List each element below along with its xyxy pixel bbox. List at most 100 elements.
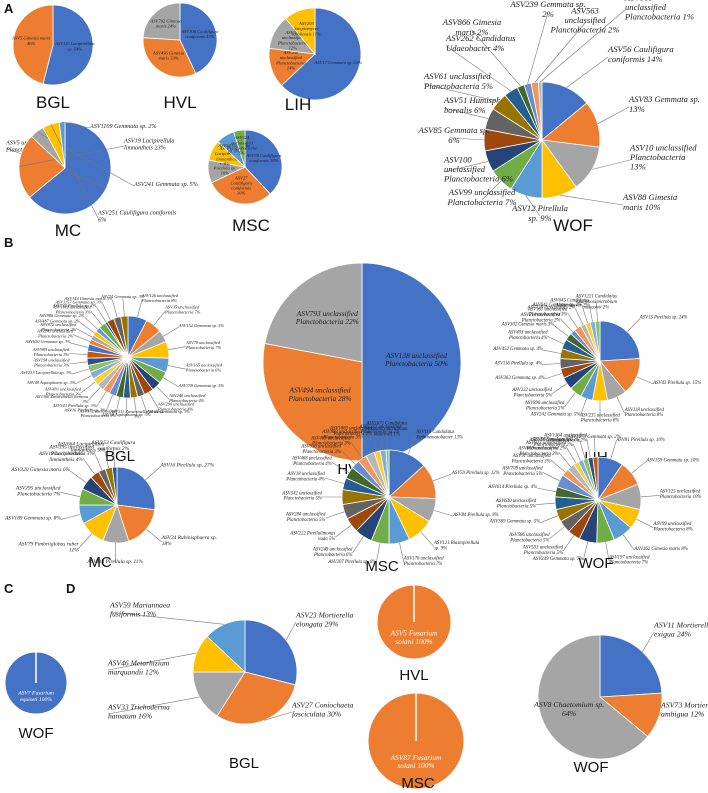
- pie-label-asv125-unclassified-planctobacteria: ASV125 unclassified Planctobacteria 10%: [659, 490, 702, 501]
- pie-label-asv986-gemmata-sp: ASV986 Gemmata sp. 2%: [38, 313, 85, 318]
- pie-label-asv923-unclassified-planctobacteria: ASV923 unclassified Planctobacteria 2%: [525, 441, 567, 452]
- pie-label-asv194-unclassified-planctobacteria: ASV194 unclassified Planctobacteria 3%: [32, 358, 70, 368]
- leader-line: [399, 542, 405, 563]
- pie-slice-asv793-unclassified-planctobacteria: [264, 262, 363, 363]
- leader-line: [87, 387, 101, 401]
- pie-label-asv23-mortierella-elongata: ASV23 Mortierella elongata 29%: [295, 611, 353, 629]
- pie-label-asv293-streptomyces-lasaliensis: ASV293 Streptomyces lasaliensis 11%: [292, 21, 321, 36]
- chart-title-d-bgl: BGL: [229, 755, 259, 772]
- pie-label-asv533-unclassified-planctobacteria: ASV533 unclassified Planctobacteria 5%: [522, 546, 564, 557]
- pie-label-asv35-unclassified-planctobacteria: ASV35 unclassified Planctobacteria 7%: [164, 305, 201, 315]
- pie-label-asv18-aquisphaera-sp: ASV18 Aquisphaera sp. 3%: [101, 412, 151, 417]
- leader-line: [623, 534, 635, 551]
- pie-label-asv21-gemmata-sp: ASV21 Gemmata sp. 3%: [146, 409, 191, 414]
- pie-label-asv54-gemmata-sp: ASV54 Gemmata sp. 8%: [217, 143, 250, 153]
- pie-b-bgl: ASV126 unclassified Planctobacteria 8%ASV…: [20, 293, 225, 465]
- pie-label-asv88-gimesia-maris: ASV88 Gimesia maris 10%: [622, 192, 677, 212]
- pie-label-asv16-pirellula-sp: ASV16 Pirellula sp. 3%: [63, 408, 106, 413]
- leader-line: [380, 430, 384, 451]
- pie-label-asv645-candidatus-udaeobacter: ASV645 Candidatus Udaeobacter 2%: [549, 298, 589, 308]
- chart-title-a-lih: LIH: [285, 95, 311, 114]
- leader-line: [542, 472, 560, 482]
- pie-label-asv241-gemmata-sp: ASV241 Gemmata sp. 5%: [133, 181, 198, 188]
- leader-line: [104, 448, 109, 468]
- chart-title-b-bgl: BGL: [105, 448, 135, 465]
- pie-label-asv100-unclassified-planctobacteria: ASV100 unclassified Planctobacteria 6%: [443, 154, 513, 183]
- leader-line: [540, 515, 559, 523]
- pie-label-asv249-gemmata-sp: ASV249 Gemmata sp. 7%: [532, 557, 584, 562]
- leader-line: [69, 353, 88, 355]
- pie-label-asv73-mortierella-ambigua: ASV73 Mortierellaambigua 12%: [660, 701, 708, 719]
- leader-line: [264, 711, 293, 721]
- chart-title-a-bgl: BGL: [36, 93, 70, 112]
- pie-label-asv18-unclassified-planctobacteria: ASV18 unclassified Planctobacteria 4%: [285, 472, 325, 482]
- leader-line: [540, 9, 626, 83]
- leader-line: [148, 392, 159, 408]
- leader-line: [325, 511, 345, 519]
- pie-slice-asv11-mortierella-exigua: [599, 634, 663, 698]
- leader-line: [107, 696, 200, 715]
- pie-label-asv728-pirellula-sp: ASV728 Pirellula sp. 2%: [527, 306, 576, 311]
- pie-label-asv162-gimesia-maris: ASV162 Gimesia maris 8%: [633, 547, 687, 552]
- pie-label-asv636-unclassified-planctobacteria: ASV636 unclassified Planctobacteria 3%: [300, 445, 341, 455]
- pie-b-wof: ASV81 Pirellula sp. 10% ASV159 Gemmata sp…: [487, 433, 701, 572]
- leader-line: [70, 342, 89, 348]
- pie-label-asv452-gemmata-sp: ASV452 Gemmata sp. 4%: [492, 347, 543, 352]
- leader-line: [558, 451, 571, 467]
- pie-label-asv366-zavarzinella-formosa: ASV366 Zavarzinella formosa 3%: [34, 394, 89, 404]
- pie-label-asv138-unclassified-planctobacteria: ASV138 unclassified Planctobacteria 50%: [384, 351, 448, 368]
- pie-label-asv302-gimesia-maris: ASV302 Gimesia maris 3%: [501, 323, 554, 328]
- leader-line: [642, 631, 655, 652]
- leader-line: [591, 159, 631, 170]
- pie-c-wof: ASV7 Fusarium equiseti 100% WOF: [4, 651, 68, 742]
- pie-label-asv306-caulifigura-coniformis: ASV306 Caulifigura coniformis 43%: [180, 29, 219, 39]
- chart-title-a-hvl: HVL: [163, 93, 196, 112]
- leader-line: [631, 461, 647, 474]
- pie-label-asv144-gemmata-sp: ASV144 Gemmata sp. 2%: [528, 438, 580, 443]
- pie-slice-asv888-unclassified-planctobacteria: [537, 81, 543, 141]
- pie-label-asv369-gemmata-sp: ASV369 Gemmata sp. 5%: [489, 520, 541, 525]
- pie-label-asv249-unclassified-planctobacteria: ASV249 unclassified Planctobacteria 6%: [312, 548, 353, 558]
- pie-label-asv99-unclassified-planctobacteria: ASV99 unclassified Planctobacteria 8%: [652, 522, 692, 533]
- pie-b-lih: ASV13 Pirellula sp. 24% ASV43 Pirellula s…: [492, 295, 701, 466]
- leader-line: [145, 466, 161, 481]
- leader-line: [443, 107, 489, 119]
- pie-label-asv78-caulifigura-coniformis: ASV78 Caulifigura coniformis 38%: [245, 153, 282, 163]
- pie-a-msc: ASV78 Caulifigura coniformis 38% ASV27 Caul…: [207, 129, 283, 235]
- leader-line: [420, 531, 435, 547]
- pie-slice-asv16-pirellula-sp: [116, 466, 156, 511]
- chart-title-a-mc: MC: [55, 221, 81, 240]
- leader-line: [105, 394, 113, 412]
- pie-label-asv91-unclassified-planctobacteria: ASV91 unclassified Planctobacteria 3%: [510, 454, 551, 465]
- pie-label-asv46-metarhizium-marquandii: ASV46 Metarhizium marquandii 12%: [107, 659, 170, 677]
- leader-line: [93, 451, 103, 471]
- pie-label-asv962-unclassified-planctobacteria: ASV962 unclassified Planctobacteria 2%: [531, 438, 573, 449]
- leader-line: [554, 325, 569, 337]
- pie-label-asv5-gimesia-maris: ASV5 Gimesia maris 46%: [11, 36, 50, 46]
- leader-line: [350, 441, 363, 459]
- leader-line: [109, 611, 225, 625]
- leader-line: [113, 447, 115, 468]
- pie-b-msc: ASV115 Candidatus Xiphinematobacter 13% AS…: [281, 422, 499, 575]
- pie-b-mc: ASV16 Pirellula sp. 27% ASV34 Rubinisphae…: [4, 439, 217, 571]
- pie-label-asv1673-gemmata-sp: ASV1673 Gemmata sp. 2%: [567, 435, 621, 440]
- chart-title-b-wof: WOF: [579, 555, 614, 572]
- pie-label-asv253-lacipirellula-sp: ASV253 Lacipirellula sp. 3%: [20, 370, 72, 375]
- leader-line: [163, 377, 179, 388]
- pie-label-asv79-fimbriiglobus-ruber: ASV79 Fimbriiglobus ruber 11%: [17, 542, 79, 554]
- leader-line: [137, 299, 143, 318]
- pie-label-asv59-mariannaea-fusiformis: ASV59 Mariannaea fusiformis 13%: [109, 601, 170, 619]
- pie-slice-asv33-trichoderma-hamatum: [192, 671, 246, 717]
- pie-label-asv290-unclassified-planctobacteria: ASV290 unclassified Planctobacteria 4%: [157, 401, 195, 411]
- chart-title-d-wof: WOF: [574, 759, 609, 776]
- pie-label-asv19-lacipirellula-limnantheis: ASV19 Lacipirellula limnantheis 23%: [123, 138, 174, 152]
- leader-line: [586, 438, 591, 458]
- pie-slice-asv56-caulifigura-coniformis: [541, 81, 588, 141]
- pie-slice-asv5-gimesia-maris: [12, 4, 54, 85]
- pie-charts: ASV116 Lacipirellula sp. 54% ASV5 Gimesia …: [4, 0, 708, 792]
- leader-line: [597, 106, 630, 125]
- pie-label-asv116-pirellula-sp: ASV116 Pirellula sp. 4%: [494, 362, 542, 367]
- leader-line: [423, 83, 499, 102]
- pie-d-hvl: ASV5 Fusarium solani 100% HVL: [376, 584, 452, 684]
- leader-line: [71, 368, 89, 375]
